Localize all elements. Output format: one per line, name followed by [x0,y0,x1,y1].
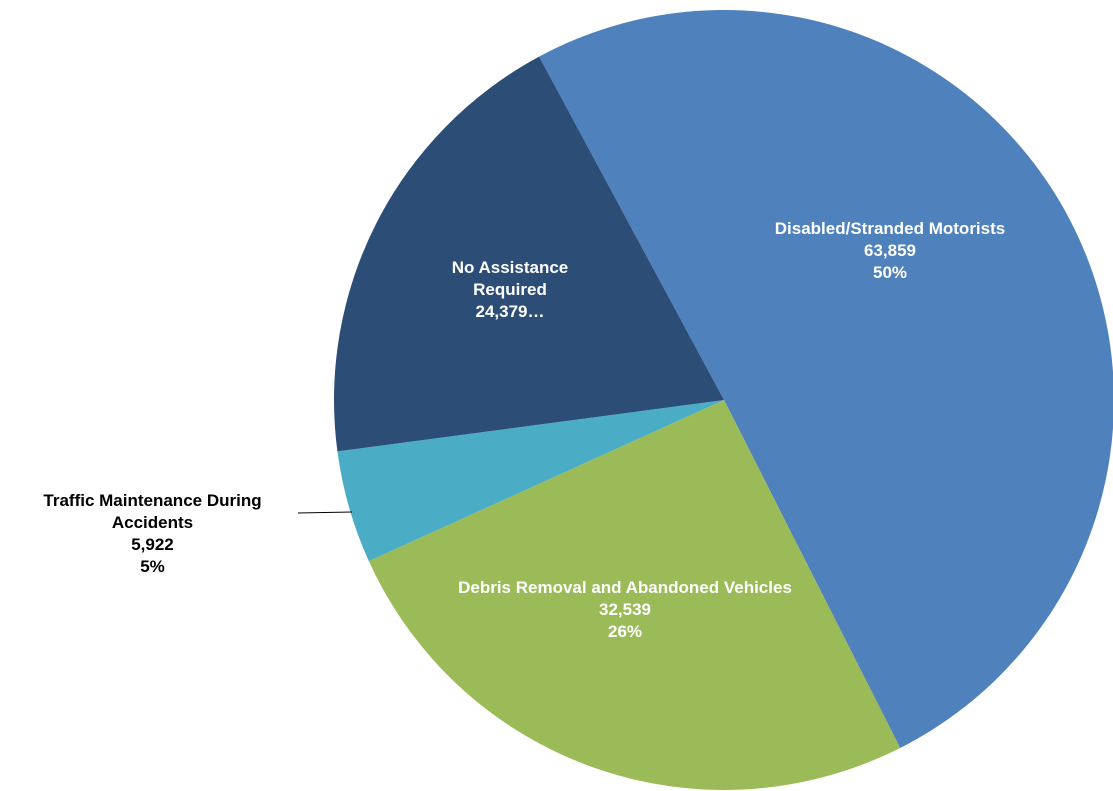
value-label: 63,859 [864,241,916,260]
slice-label: Traffic Maintenance During Accidents 5,92… [10,490,295,578]
category-label: No Assistance Required [451,258,569,299]
category-label: Disabled/Stranded Motorists [774,219,1006,238]
slice-label: Disabled/Stranded Motorists 63,859 50% [730,218,1050,284]
value-label: 32,539 [599,600,651,619]
pie-slice [334,56,724,452]
percent-label: 5% [140,557,165,576]
value-label: 24,379… [475,302,545,321]
percent-label: 26% [607,622,643,641]
pie-slice [368,400,901,790]
slice-label: No Assistance Required 24,379… [420,257,600,323]
pie-slice [337,400,724,562]
slice-label: Debris Removal and Abandoned Vehicles 32,… [445,577,805,643]
pie-slice [539,10,1113,748]
percent-label: 50% [872,263,908,282]
category-label: Debris Removal and Abandoned Vehicles [458,578,792,597]
value-label: 5,922 [131,535,174,554]
category-label: Traffic Maintenance During Accidents [43,491,262,532]
leader-line [297,511,353,514]
